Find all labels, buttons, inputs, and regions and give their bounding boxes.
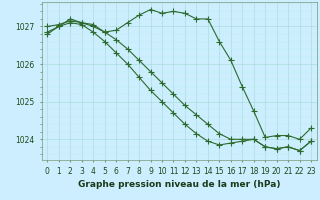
- X-axis label: Graphe pression niveau de la mer (hPa): Graphe pression niveau de la mer (hPa): [78, 180, 280, 189]
